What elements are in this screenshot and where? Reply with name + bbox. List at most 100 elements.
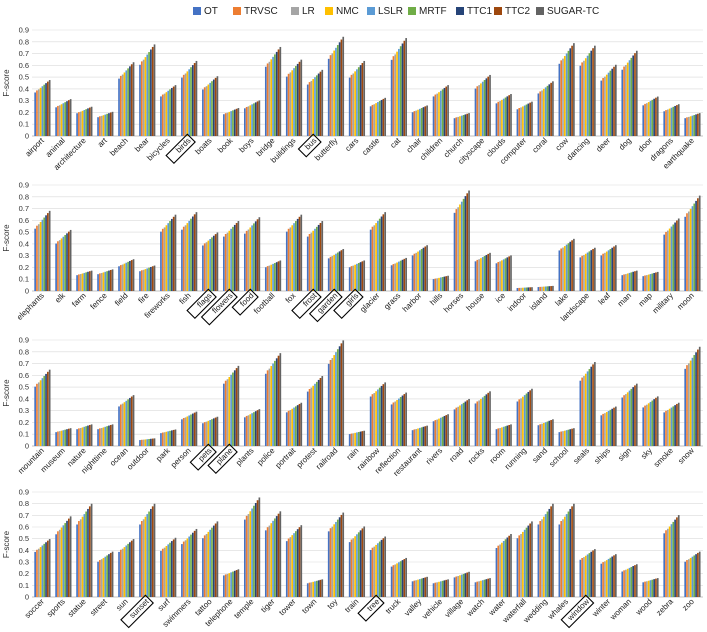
bar-village-ttc2 [466,572,469,597]
bar-farm-ttc2 [88,271,91,291]
bar-rainbow-lslr [377,389,379,446]
bar-glacier-sugar-tc [384,212,387,291]
x-tick-label: island [528,291,549,312]
bar-nighttime-mrtf [106,426,108,446]
bar-protest-mrtf [315,381,318,446]
bar-temple-ttc2 [256,500,259,597]
bar-fence-sugar-tc [111,269,114,291]
bar-boys-sugar-tc [258,100,261,136]
bar-tower-lr [289,537,292,597]
y-tick-label: 0 [25,287,29,296]
bar-zebra-mrtf [672,521,675,597]
bar-deer-sugar-tc [615,64,617,136]
bar-door-sugar-tc [656,96,659,136]
highlight-box [560,594,595,629]
bar-field-mrtf [127,261,129,291]
bar-bear-mrtf [148,52,150,136]
bar-fence-mrtf [106,271,108,291]
x-tick-label: sky [639,446,654,461]
bar-birds-sugar-tc [195,60,198,137]
bar-harbor-ttc2 [424,246,427,291]
bar-nighttime-sugar-tc [111,424,114,446]
bar-cat-mrtf [399,46,402,136]
x-tick-label: bus [303,136,318,151]
bar-sports-lslr [62,525,65,597]
bar-park-ttc1 [171,430,173,446]
bar-protest-ttc1 [317,379,320,446]
bar-village-sugar-tc [468,571,470,597]
bar-tree-lr [373,546,376,597]
legend-item-nmc: NMC [325,6,359,17]
bar-fox-mrtf [295,221,297,291]
bar-elk-ttc2 [67,231,70,291]
bar-protest-ot [306,391,309,446]
bar-park-lr [163,432,166,446]
bar-glacier-lr [373,225,376,291]
x-tick-label: outdoor [125,446,151,472]
bar-winter-ttc1 [611,556,614,597]
bar-plants-trvsc [245,415,248,446]
bar-park-ot [160,433,162,446]
x-tick-label: seals [572,446,592,466]
bar-tiger-nmc [270,523,273,597]
bar-rocks-lslr [481,397,484,446]
bar-fire-ot [139,271,141,291]
bar-food-sugar-tc [258,217,261,291]
bar-person-nmc [186,416,189,446]
bar-art-nmc [102,115,105,136]
bar-fireworks-nmc [165,225,168,291]
bar-flowers-ttc1 [233,224,236,291]
bar-zoo-ttc2 [697,552,699,597]
bar-woman-sugar-tc [635,564,638,597]
bar-food-trvsc [245,230,248,291]
bar-bus-lslr [314,77,316,136]
bar-girls-trvsc [350,266,353,291]
highlight-box [297,133,322,158]
bar-temple-mrtf [253,505,255,597]
bar-tattoo-ttc2 [214,523,217,597]
x-tick-label: elk [53,290,67,304]
bar-soccer-lslr [41,545,44,597]
bar-woman-ot [621,571,624,597]
bar-rocks-lr [478,400,480,446]
bar-smoke-ttc1 [674,405,676,446]
bar-flags-nmc [207,240,210,291]
bar-train-trvsc [350,539,353,597]
bar-coral-ot [537,93,540,136]
bar-road-ttc2 [466,400,469,446]
bar-boats-ttc2 [214,77,217,136]
bar-clouds-nmc [501,99,503,136]
bar-food-lslr [251,225,253,291]
bar-fire-trvsc [140,270,143,291]
x-tick-label: ice [494,291,508,305]
bar-sunset-lr [142,519,145,597]
bar-snow-trvsc [686,365,688,446]
bar-window-ttc1 [590,551,593,597]
bar-rain-sugar-tc [363,430,366,446]
bar-running-trvsc [518,399,521,446]
bar-reflection-lr [394,401,397,446]
bar-architecture-ttc1 [87,108,89,136]
bar-fire-nmc [144,269,147,291]
bar-zoo-sugar-tc [698,551,701,597]
bar-chair-ttc2 [424,106,427,136]
legend-swatch [291,7,299,15]
bar-park-sugar-tc [174,429,177,446]
bar-farm-ot [76,275,78,291]
bar-sign-lr [625,394,627,446]
bar-railroad-ttc2 [340,343,343,446]
bar-fireworks-ttc1 [171,218,173,291]
bar-zoo-ttc1 [695,554,697,597]
legend-swatch [408,7,416,15]
bar-tree-trvsc [371,547,374,597]
bar-farm-trvsc [78,274,80,291]
bar-fence-nmc [102,272,105,291]
bar-computer-ttc2 [529,102,531,136]
bar-garden-sugar-tc [342,249,345,291]
bar-man-lslr [628,272,631,291]
bar-woman-ttc1 [632,566,635,597]
bar-road-sugar-tc [468,398,470,446]
bar-running-lslr [523,395,526,446]
bar-sand-ttc2 [550,420,552,446]
bar-tiger-mrtf [274,518,276,597]
